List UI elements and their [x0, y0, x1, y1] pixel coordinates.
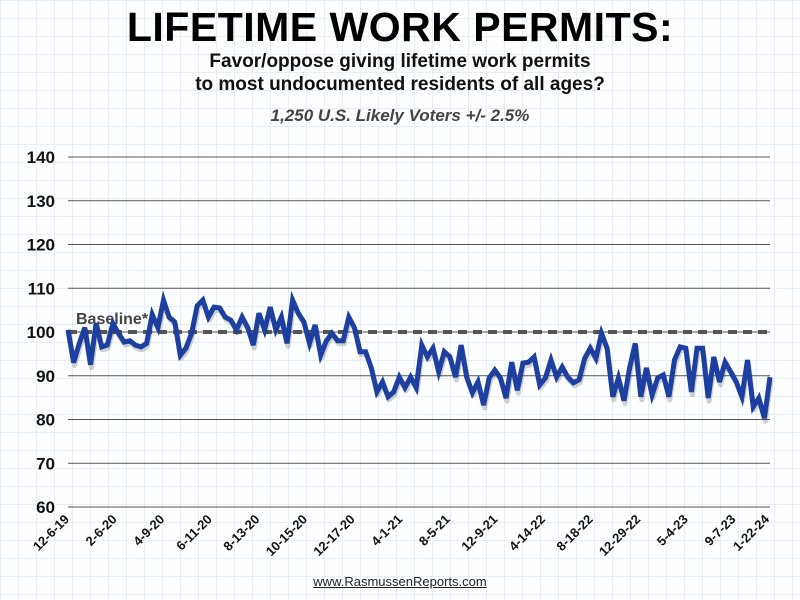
x-tick-label: 8-18-22: [553, 512, 595, 554]
x-tick-label: 12-9-21: [458, 512, 500, 554]
x-tick-label: 6-11-20: [173, 512, 215, 554]
x-tick-label: 8-5-21: [416, 512, 453, 549]
x-tick-label: 2-6-20: [83, 512, 120, 549]
sample-note: 1,250 U.S. Likely Voters +/- 2.5%: [270, 106, 530, 125]
x-tick-label: 1-22-24: [730, 511, 773, 554]
footer-link[interactable]: www.RasmussenReports.com: [313, 574, 487, 589]
x-tick-label: 5-4-23: [654, 512, 691, 549]
y-tick-label: 90: [36, 367, 55, 386]
y-tick-label: 140: [27, 148, 55, 167]
x-tick-label: 4-1-21: [368, 512, 405, 549]
x-tick-label: 8-13-20: [220, 512, 262, 554]
y-tick-label: 70: [36, 454, 55, 473]
x-tick-label: 12-17-20: [310, 512, 357, 559]
chart-subtitle-line-1: Favor/oppose giving lifetime work permit…: [209, 51, 591, 72]
x-tick-label: 10-15-20: [263, 512, 310, 559]
y-tick-label: 130: [27, 192, 55, 211]
chart-title: LIFETIME WORK PERMITS:: [126, 4, 674, 50]
y-tick-label: 100: [27, 323, 55, 342]
chart-subtitle-line-2: to most undocumented residents of all ag…: [195, 74, 605, 95]
x-tick-label: 4-14-22: [506, 512, 548, 554]
y-tick-label: 60: [36, 498, 55, 517]
x-tick-label: 12-6-19: [30, 512, 72, 554]
y-tick-label: 120: [27, 236, 55, 255]
y-tick-label: 80: [36, 411, 55, 430]
y-tick-label: 110: [28, 279, 55, 298]
x-tick-label: 12-29-22: [596, 512, 643, 559]
x-tick-label: 4-9-20: [130, 512, 167, 549]
series-line: [65, 290, 773, 419]
